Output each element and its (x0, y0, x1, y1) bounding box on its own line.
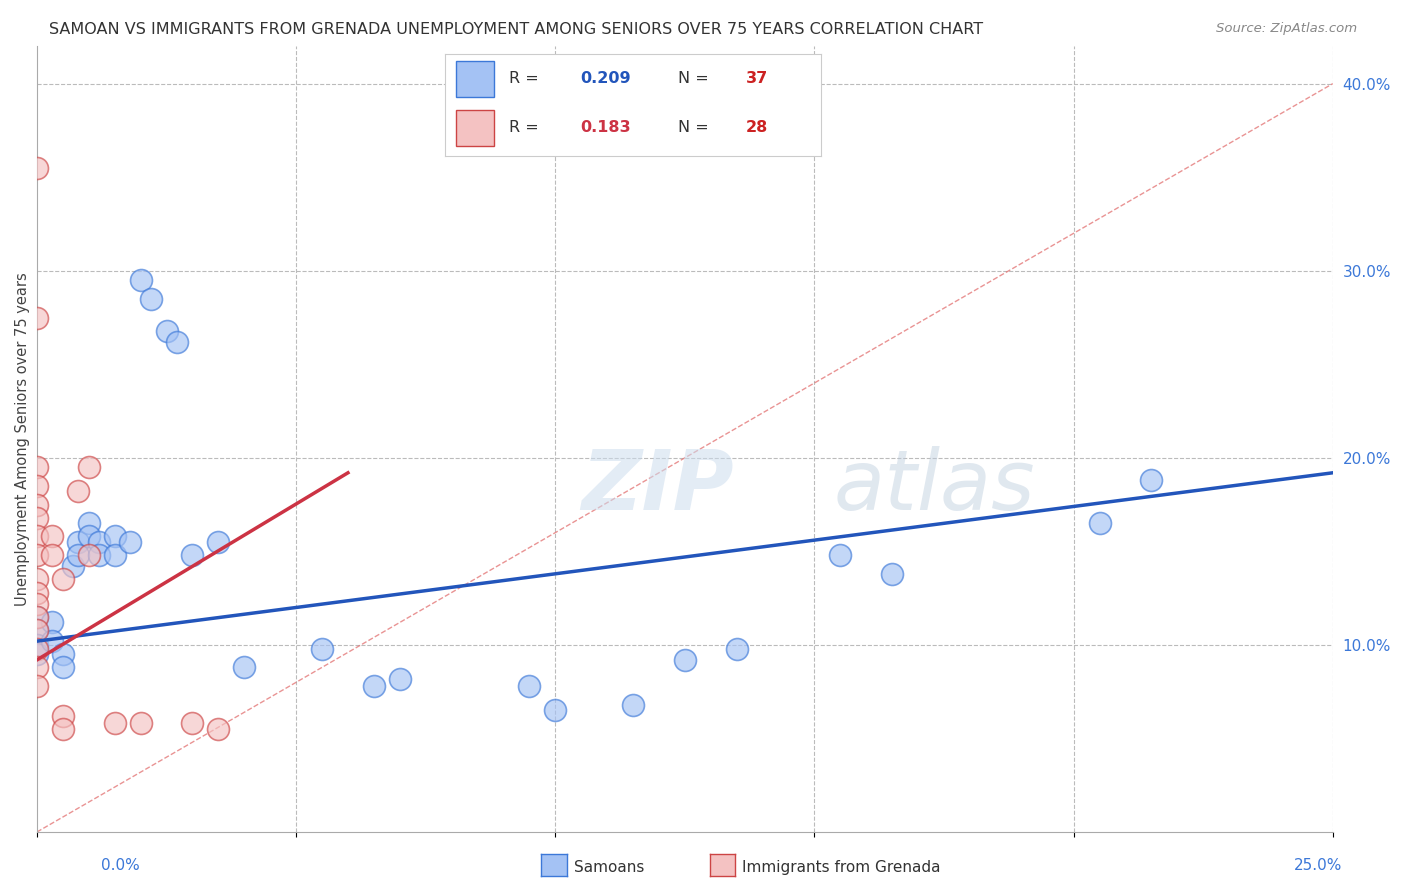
Point (25, 161, 48, 175)
Text: Source: ZipAtlas.com: Source: ZipAtlas.com (1216, 22, 1357, 36)
Point (363, 679, 385, 693)
Point (181, 548, 204, 562)
Point (25, 310, 48, 325)
Text: SAMOAN VS IMMIGRANTS FROM GRENADA UNEMPLOYMENT AMONG SENIORS OVER 75 YEARS CORRE: SAMOAN VS IMMIGRANTS FROM GRENADA UNEMPL… (49, 22, 983, 37)
Point (25, 548, 48, 562)
Text: 25.0%: 25.0% (1295, 858, 1343, 872)
Point (388, 672, 411, 686)
Point (41, 548, 63, 562)
Point (207, 722, 229, 736)
Point (725, 641, 748, 656)
Point (77, 548, 100, 562)
Point (25, 460, 48, 475)
Point (25, 623, 48, 637)
Point (41, 529, 63, 543)
Point (621, 698, 644, 712)
Point (129, 273, 152, 287)
Point (1140, 473, 1163, 487)
Point (25, 641, 48, 656)
Point (25, 610, 48, 624)
Point (41, 634, 63, 648)
Point (104, 548, 127, 562)
Point (52, 722, 75, 736)
Point (25, 647, 48, 661)
Point (25, 585, 48, 599)
Point (77, 516, 100, 531)
Point (52, 660, 75, 674)
Point (62, 559, 84, 574)
Point (41, 615, 63, 630)
Point (77, 460, 100, 475)
Point (67, 548, 90, 562)
Text: ZIP: ZIP (581, 446, 734, 527)
Point (129, 716, 152, 731)
Point (673, 653, 696, 667)
Point (77, 529, 100, 543)
Point (181, 716, 204, 731)
Point (120, 535, 142, 549)
Point (89, 535, 111, 549)
Point (166, 334, 188, 349)
Point (52, 709, 75, 723)
Point (25, 597, 48, 611)
Point (1088, 516, 1111, 531)
Point (544, 703, 567, 717)
Text: Samoans: Samoans (574, 860, 644, 874)
Point (25, 573, 48, 587)
Point (25, 623, 48, 637)
Point (830, 548, 852, 562)
Point (519, 679, 541, 693)
Point (89, 548, 111, 562)
Point (25, 610, 48, 624)
Point (67, 535, 90, 549)
Point (311, 641, 333, 656)
Point (25, 638, 48, 652)
Point (25, 479, 48, 493)
Point (207, 535, 229, 549)
Point (233, 660, 256, 674)
Point (25, 660, 48, 674)
Point (139, 292, 162, 306)
Point (104, 529, 127, 543)
Y-axis label: Unemployment Among Seniors over 75 years: Unemployment Among Seniors over 75 years (15, 272, 30, 606)
Point (25, 510, 48, 524)
Text: atlas: atlas (834, 446, 1035, 527)
Point (25, 529, 48, 543)
Point (25, 679, 48, 693)
Point (104, 716, 127, 731)
Point (882, 566, 904, 581)
Text: Immigrants from Grenada: Immigrants from Grenada (742, 860, 941, 874)
Point (155, 324, 177, 338)
Point (52, 573, 75, 587)
Point (25, 498, 48, 512)
Point (52, 647, 75, 661)
Text: 0.0%: 0.0% (101, 858, 141, 872)
Point (67, 484, 90, 499)
